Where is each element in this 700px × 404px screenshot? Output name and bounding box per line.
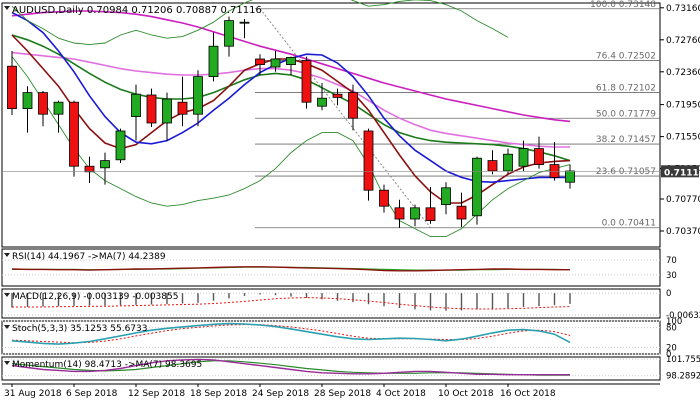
indicator-tick-label: 0 — [666, 289, 671, 299]
chart-title: AUDUSD,Daily 0.70984 0.71206 0.70887 0.7… — [12, 5, 262, 16]
fib-level-label: 23.6 0.71057 — [596, 167, 656, 177]
time-tick-label: 10 Oct 2018 — [438, 389, 494, 399]
indicator-label: RSI(14) 44.1967 ->MA(7) 44.2389 — [12, 252, 166, 262]
price-tick-label: 0.72760 — [666, 36, 700, 46]
time-tick-label: 12 Sep 2018 — [128, 389, 185, 399]
candle-body — [38, 92, 48, 115]
candle-body — [162, 98, 172, 124]
moving-average-line — [11, 10, 571, 123]
indicator-label: Momentum(14) 98.4713 ->MA(7) 98.3695 — [12, 360, 202, 370]
candle-body — [224, 20, 234, 47]
candle-body — [100, 160, 110, 169]
indicator-menu-icon[interactable] — [4, 293, 10, 297]
candle-body — [239, 21, 250, 24]
candle-body — [472, 157, 482, 217]
fib-level-label: 100.0 0.73148 — [590, 0, 656, 10]
candle-body — [286, 57, 296, 66]
chart-menu-icon[interactable] — [4, 6, 10, 10]
indicator-tick-label: 98.2892 — [666, 372, 700, 382]
candle-body — [208, 45, 219, 78]
candle-body — [503, 153, 513, 172]
candle-body — [456, 205, 467, 220]
indicator-menu-icon[interactable] — [4, 361, 10, 365]
time-tick-label: 16 Oct 2018 — [500, 389, 556, 399]
candle-body — [565, 170, 575, 183]
candle-body — [410, 207, 420, 220]
indicator-pane-frame — [1, 320, 661, 355]
indicator-menu-icon[interactable] — [4, 253, 10, 257]
fib-level-label: 38.2 0.71457 — [596, 135, 656, 145]
candle-body — [332, 93, 343, 98]
moving-average-line — [11, 0, 509, 46]
candle-body — [534, 148, 544, 166]
indicator-pane-frame — [1, 288, 661, 319]
indicator-tick-label: 20 — [666, 343, 677, 353]
candle-body — [146, 94, 157, 124]
candle-body — [255, 58, 265, 65]
moving-average-line — [11, 11, 570, 184]
indicator-pane-frame — [1, 356, 661, 381]
price-tick-label: 0.72360 — [666, 68, 700, 78]
momentum-line — [11, 358, 570, 376]
indicator-pane-frame — [1, 248, 661, 287]
rsi-line — [11, 266, 570, 272]
fib-level-label: 50.0 0.71779 — [596, 109, 656, 119]
candle-body — [7, 65, 17, 109]
candle-body — [301, 60, 312, 103]
time-tick-label: 28 Sep 2018 — [314, 389, 371, 399]
candle-body — [84, 165, 95, 173]
fib-level-label: 61.8 0.72102 — [596, 83, 656, 93]
indicator-label: Stoch(5,3,3) 35.1253 55.6733 — [12, 324, 147, 334]
indicator-tick-label: 0 — [666, 350, 671, 360]
candle-body — [487, 160, 498, 172]
candle-body — [22, 92, 33, 109]
candle-body — [115, 130, 126, 161]
candle-body — [518, 148, 529, 167]
candle-body — [363, 130, 374, 191]
candle-body — [379, 189, 389, 207]
indicator-tick-label: 101.7556 — [666, 355, 700, 365]
price-tick-label: 0.70370 — [666, 227, 700, 237]
stoch-main-line — [11, 322, 571, 345]
time-tick-label: 18 Sep 2018 — [190, 389, 247, 399]
indicator-menu-icon[interactable] — [4, 325, 10, 329]
candle-body — [425, 207, 436, 222]
candle-body — [131, 93, 141, 117]
indicator-tick-label: 70 — [666, 256, 677, 266]
main-plot-frame — [1, 2, 661, 248]
candle-body — [270, 58, 281, 68]
candle-body — [549, 164, 560, 178]
last-price-label: 0.71116 — [664, 168, 700, 178]
candle-body — [53, 101, 64, 115]
time-tick-label: 6 Sep 2018 — [66, 389, 118, 399]
price-tick-label: 0.70770 — [666, 195, 700, 205]
time-tick-label: 31 Aug 2018 — [4, 389, 62, 399]
candle-body — [193, 76, 203, 115]
indicator-tick-label: 30 — [666, 271, 677, 281]
time-tick-label: 24 Sep 2018 — [252, 389, 309, 399]
last-price-badge — [661, 165, 699, 178]
indicator-label: MACD(12,26,9) -0.003139 -0.003855 — [12, 292, 178, 302]
candle-body — [441, 187, 451, 206]
moving-average-line — [11, 56, 571, 238]
price-tick-label: 0.73160 — [666, 4, 700, 14]
time-tick-label: 4 Oct 2018 — [376, 389, 426, 399]
macd-signal-line — [12, 297, 571, 310]
indicator-tick-label: 100 — [666, 317, 682, 327]
stoch-signal-line — [11, 324, 571, 344]
indicator-tick-label: 80 — [666, 324, 677, 334]
candle-body — [394, 207, 405, 220]
price-tick-label: 0.71950 — [666, 101, 700, 111]
price-tick-label: 0.71550 — [666, 133, 700, 143]
indicator-tick-label: -0.006325 — [666, 311, 700, 321]
fib-level-label: 0.0 0.70411 — [602, 219, 656, 229]
candle-body — [69, 101, 79, 167]
fib-level-label: 76.4 0.72502 — [596, 51, 656, 61]
candle-body — [317, 97, 327, 107]
candle-body — [177, 101, 188, 115]
candle-body — [348, 92, 358, 119]
